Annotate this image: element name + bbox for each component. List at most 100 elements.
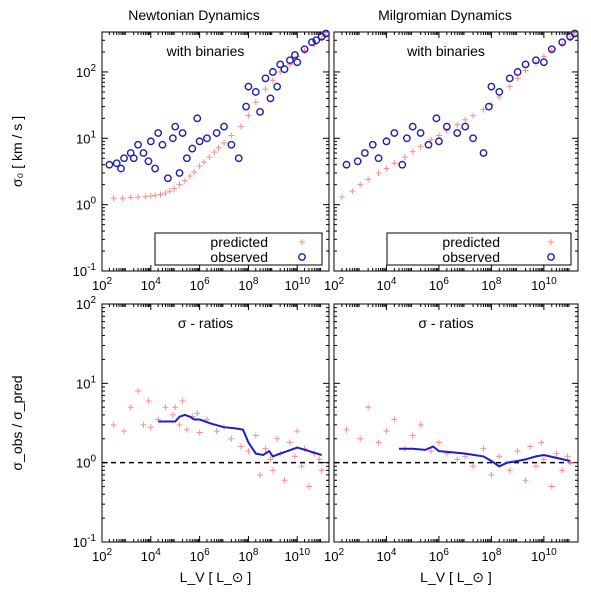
panels: 102 104 106 108 1010 10-1 100 101 102 with binari… <box>9 29 579 585</box>
x-tick-label: 106 <box>429 276 449 293</box>
data-point-plus <box>417 421 424 428</box>
data-point-circle <box>144 157 153 166</box>
legend-box <box>386 232 572 266</box>
data-point-plus <box>522 67 529 74</box>
data-point-plus <box>267 456 274 463</box>
data-point-plus <box>213 428 220 435</box>
data-point-circle <box>146 137 155 146</box>
data-point-plus <box>443 127 450 134</box>
legend-label-predicted: predicted <box>442 234 500 250</box>
data-point-plus <box>480 445 487 452</box>
data-point-circle <box>171 122 180 131</box>
data-point-plus <box>140 421 147 428</box>
data-point-plus <box>462 116 469 123</box>
data-point-plus <box>206 154 213 161</box>
data-point-circle <box>105 160 114 169</box>
data-point-plus <box>318 467 325 474</box>
data-point-plus <box>269 467 276 474</box>
data-point-plus <box>506 83 513 90</box>
data-point-plus <box>127 404 134 411</box>
data-point-circle <box>220 122 228 131</box>
data-point-plus <box>375 439 382 446</box>
data-point-circle <box>193 114 202 123</box>
data-point-plus <box>166 188 173 195</box>
data-point-plus <box>196 429 203 436</box>
legend-label-observed: observed <box>210 249 268 265</box>
x-axis-label: L_V [ L_⊙ ] <box>180 569 252 585</box>
data-point-plus <box>428 448 435 455</box>
data-point-plus <box>169 411 176 418</box>
data-point-circle <box>402 134 411 143</box>
data-point-plus <box>152 192 159 199</box>
panel-top-left: 102 104 106 108 1010 10-1 100 101 102 with binari… <box>9 29 330 293</box>
data-point-plus <box>238 123 245 130</box>
data-point-circle <box>353 157 362 166</box>
data-point-circle <box>513 68 522 76</box>
data-point-circle <box>342 160 351 169</box>
data-point-circle <box>469 134 477 143</box>
data-point-plus <box>496 453 503 460</box>
data-point-plus <box>435 439 442 446</box>
column-title-milgromian: Milgromian Dynamics <box>378 7 512 23</box>
data-point-plus <box>252 432 259 439</box>
data-point-circle <box>242 102 250 111</box>
data-point-plus <box>375 169 382 176</box>
data-point-circle <box>479 149 488 157</box>
data-point-circle <box>256 107 264 116</box>
data-point-circle <box>360 149 369 157</box>
data-point-circle <box>300 45 309 54</box>
column-title-newtonian: Newtonian Dynamics <box>128 7 260 23</box>
data-point-circle <box>416 129 425 137</box>
data-point-circle <box>390 129 399 137</box>
data-point-circle <box>539 58 548 67</box>
data-point-circle <box>212 129 221 137</box>
data-point-plus <box>294 428 301 435</box>
data-point-circle <box>139 149 148 157</box>
data-point-plus <box>176 421 183 428</box>
data-point-plus <box>383 428 390 435</box>
data-point-circle <box>158 140 167 149</box>
data-point-circle <box>308 38 316 47</box>
data-point-plus <box>181 177 188 184</box>
data-point-plus <box>527 443 534 450</box>
data-point-plus <box>470 463 477 470</box>
data-point-circle <box>495 88 504 96</box>
data-point-plus <box>142 193 149 200</box>
data-point-circle <box>151 164 160 173</box>
data-point-plus <box>147 193 154 200</box>
data-point-plus <box>245 448 252 455</box>
data-point-circle <box>163 174 172 183</box>
data-point-plus <box>172 404 179 411</box>
data-point-circle <box>134 140 142 149</box>
data-point-plus <box>365 176 372 183</box>
data-point-plus <box>257 471 264 478</box>
data-point-plus <box>548 483 555 490</box>
legend-label-observed: observed <box>442 249 500 265</box>
data-point-plus <box>538 439 545 446</box>
legend-label-predicted: predicted <box>210 234 268 250</box>
y-tick-label: 101 <box>76 374 96 391</box>
data-point-circle <box>227 140 236 149</box>
data-point-plus <box>262 445 269 452</box>
data-point-plus <box>200 158 207 165</box>
data-point-circle <box>261 74 270 83</box>
y-axis-label: σ_obs / σ_pred <box>9 375 25 470</box>
legend-box <box>154 232 323 266</box>
data-point-plus <box>488 471 495 478</box>
data-point-plus <box>121 428 128 435</box>
y-tick-label: 10-1 <box>73 533 97 550</box>
data-point-circle <box>374 154 383 163</box>
data-point-plus <box>540 456 547 463</box>
x-tick-label: 102 <box>324 547 344 564</box>
data-point-circle <box>442 122 451 131</box>
data-point-plus <box>391 416 398 423</box>
data-point-circle <box>290 51 299 59</box>
legend-marker-circle <box>547 253 555 261</box>
data-point-plus <box>221 139 228 146</box>
panel-top-right: 102 104 106 108 1010 with binaries predictedob… <box>324 29 579 293</box>
data-point-plus <box>110 421 117 428</box>
series-predicted <box>110 32 329 202</box>
panel-annotation: with binaries <box>166 43 245 59</box>
